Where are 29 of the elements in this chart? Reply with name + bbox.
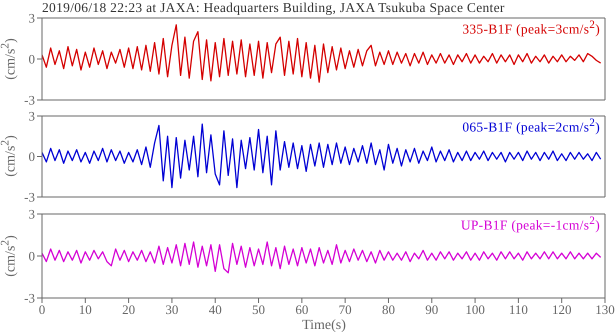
x-tick-label: 120 — [552, 302, 572, 318]
y-tick-label: 0 — [28, 52, 35, 67]
y-tick-label: 0 — [28, 149, 35, 164]
chart-title: 2019/06/18 22:23 at JAXA: Headquarters Building, JAXA Tsukuba Space Center — [42, 0, 505, 15]
series-label: 335-B1F (peak=3cm/s$^{2}$) — [462, 19, 600, 38]
x-tick-label: 90 — [425, 302, 438, 318]
y-tick-label: 3 — [28, 206, 35, 222]
series-label: UP-B1F (peak=-1cm/s$^{2}$) — [460, 215, 600, 234]
x-tick-label: 0 — [38, 302, 46, 318]
x-tick-label: 50 — [252, 302, 266, 318]
line-series — [42, 241, 602, 274]
x-tick-label: 100 — [465, 302, 485, 318]
series-label: 065-B1F (peak=2cm/s$^{2}$) — [462, 117, 600, 136]
y-tick-label: -3 — [24, 190, 35, 205]
x-tick-label: 130 — [595, 302, 615, 318]
y-tick-label: -3 — [24, 290, 35, 306]
x-tick-label: 110 — [508, 302, 528, 318]
y-tick-label: 3 — [28, 108, 35, 124]
x-tick-label: 10 — [78, 302, 92, 318]
x-axis-title: Time(s) — [301, 318, 347, 334]
x-tick-label: 20 — [122, 302, 136, 318]
x-tick-label: 80 — [382, 302, 395, 318]
y-tick-label: -3 — [24, 92, 35, 108]
x-tick-label: 40 — [208, 302, 222, 318]
x-tick-label: 30 — [165, 302, 178, 318]
y-tick-label: 3 — [28, 10, 35, 26]
x-tick-label: 70 — [338, 302, 352, 318]
y-tick-label: 0 — [28, 248, 35, 264]
x-tick-label: 60 — [295, 302, 308, 318]
